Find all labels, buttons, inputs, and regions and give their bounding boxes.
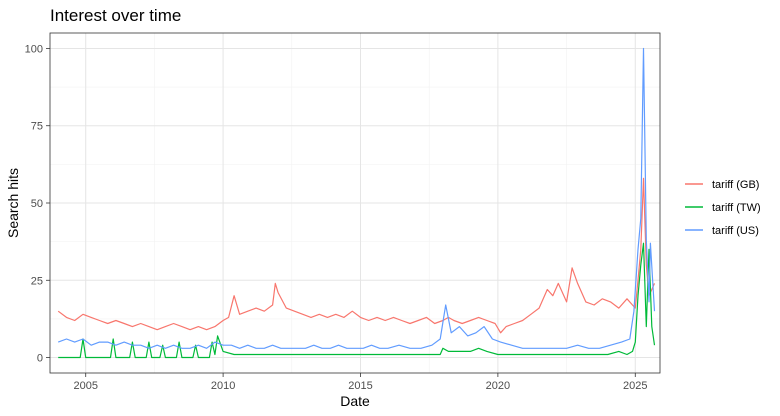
legend-label-tariff-tw: tariff (TW) <box>712 202 761 214</box>
x-tick-label: 2025 <box>623 380 647 392</box>
series-line-tariff-tw <box>58 242 656 359</box>
y-tick-label: 75 <box>31 121 43 133</box>
axis-ticks: 2005 2010 2015 2020 2025 0 25 50 75 100 <box>25 43 648 392</box>
x-tick-label: 2015 <box>348 380 372 392</box>
legend-label-tariff-us: tariff (US) <box>712 225 759 237</box>
legend-label-tariff-gb: tariff (GB) <box>712 179 759 191</box>
y-tick-label: 100 <box>25 43 43 55</box>
y-axis-title: Search hits <box>5 168 21 238</box>
series-line-tariff-gb <box>57 177 656 334</box>
y-tick-label: 50 <box>31 198 43 210</box>
legend: tariff (GB) tariff (TW) tariff (US) <box>685 179 761 237</box>
grid <box>50 33 660 373</box>
x-tick-label: 2020 <box>486 380 510 392</box>
x-axis-title: Date <box>340 393 370 409</box>
series-line-tariff-us <box>57 47 656 349</box>
x-tick-label: 2010 <box>211 380 235 392</box>
x-tick-label: 2005 <box>73 380 97 392</box>
y-tick-label: 25 <box>31 275 43 287</box>
chart-title: Interest over time <box>50 6 181 25</box>
series-lines <box>57 47 656 359</box>
y-tick-label: 0 <box>37 353 43 365</box>
